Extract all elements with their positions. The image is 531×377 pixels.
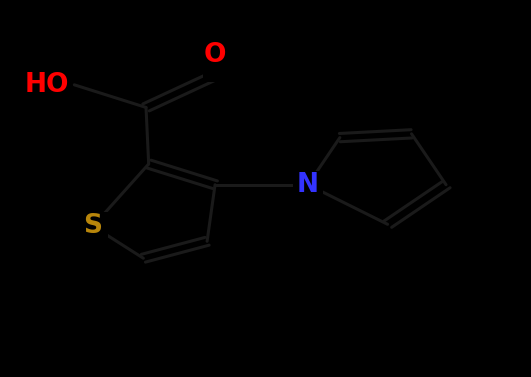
Text: S: S xyxy=(83,213,102,239)
Bar xyxy=(293,170,323,199)
Text: N: N xyxy=(297,172,319,198)
Bar xyxy=(24,71,69,99)
Text: O: O xyxy=(204,42,226,68)
Bar xyxy=(203,54,227,82)
Bar xyxy=(78,212,107,241)
Text: HO: HO xyxy=(24,72,69,98)
